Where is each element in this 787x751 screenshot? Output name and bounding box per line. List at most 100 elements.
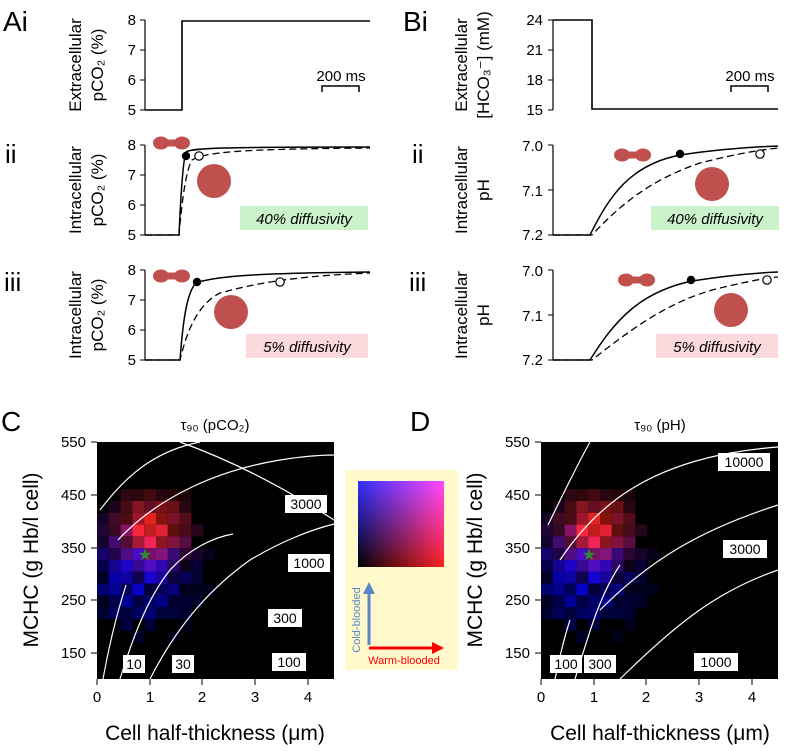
contour-label-c-1000-text: 1000: [293, 555, 324, 571]
trace-bii-dashed: [553, 147, 779, 236]
heatmap-cell: [108, 583, 121, 596]
heatmap-cell: [156, 548, 168, 560]
heatmap-cell: [552, 524, 565, 537]
heatmap-cell: [541, 548, 553, 560]
panel-bi: 24 21 18 15 Extracellular [HCO₃⁻] (mM) 2…: [452, 11, 778, 119]
ytick-ai-7: 7: [128, 42, 136, 59]
heatmap-cell: [576, 536, 589, 549]
tau90-marker-bii-dashed: [755, 149, 765, 159]
heatmap-cell: [156, 595, 168, 608]
heatmap-cell: [541, 607, 553, 619]
contour-label-d-10000: [718, 453, 770, 471]
ylabel-ai-line2: pCO₂ (%): [88, 29, 107, 102]
heatmap-cell: [623, 536, 636, 549]
spherical-cell-icon: [214, 295, 248, 329]
panel-label-ai: Ai: [3, 6, 28, 37]
panel-label-bi: Bi: [403, 6, 428, 37]
ytick-bi-21: 21: [526, 42, 543, 59]
heatmap-cell: [179, 560, 192, 572]
heatmap-cell: [144, 607, 156, 619]
heatmap-cell: [144, 583, 156, 596]
heatmap-cell: [179, 595, 192, 608]
badge-5-biii: [656, 334, 778, 358]
heatmap-cell: [564, 583, 577, 596]
xlabel-c: Cell half-thickness (μm): [105, 722, 325, 745]
heatmap-cell: [97, 607, 109, 619]
heatmap-cell: [167, 583, 180, 596]
heatmap-cell: [179, 536, 192, 549]
ytick-biii-7.0: 7.0: [522, 263, 543, 280]
heatmap-cell: [97, 583, 109, 596]
heatmap-cell: [167, 595, 180, 608]
badge-40-bii-text: 40% diffusivity: [667, 211, 764, 228]
badge-40-aii: [240, 206, 368, 230]
heatmap-cell: [588, 595, 600, 608]
contour-label-d-100: [550, 655, 582, 673]
panel-aiii: 8 7 6 5 Intracellular pCO₂ (%) 5% diffus…: [66, 262, 371, 369]
contour-label-c-10-text: 10: [126, 656, 142, 672]
heatmap-cell: [156, 560, 168, 572]
heatmap-cell: [120, 583, 133, 596]
panel-label-d: D: [410, 406, 430, 437]
heatmap-cell: [97, 560, 109, 572]
heatmap-cell: [167, 571, 180, 584]
heatmap-cell: [132, 548, 145, 560]
heatmap-c-axes: [91, 441, 309, 685]
biconcave-cell-icon: [153, 269, 190, 283]
heatmap-cell: [564, 536, 577, 549]
heatmap-cell: [144, 524, 156, 537]
contour-labels-c: 10 30 100 300 1000 3000: [123, 495, 330, 673]
contour-label-c-10: [123, 655, 145, 673]
heatmap-cell: [576, 630, 589, 643]
heatmap-cell: [623, 571, 636, 584]
heatmap-cell: [564, 619, 577, 631]
heatmap-cell: [611, 571, 624, 584]
heatmap-cell: [635, 548, 648, 560]
optimum-star-icon: ★: [582, 547, 596, 564]
scalebar-bi: [730, 85, 769, 92]
heatmap-cell: [132, 536, 145, 549]
biconcave-cell-icon: [153, 136, 190, 150]
panel-ai: 8 7 6 5 Extracellular pCO₂ (%) 200 ms: [66, 12, 370, 119]
contour-label-c-30-text: 30: [175, 656, 191, 672]
heatmap-cell: [120, 536, 133, 549]
heatmap-cell: [203, 548, 215, 560]
trace-bii-solid: [553, 145, 779, 236]
ytick-c-350: 350: [61, 540, 86, 557]
ytick-ai-6: 6: [128, 72, 136, 89]
heatmap-cell: [179, 607, 192, 619]
heatmap-cell: [203, 583, 215, 596]
ylabel-aii-line2: pCO₂ (%): [88, 154, 107, 227]
badge-40-aii-text: 40% diffusivity: [256, 211, 353, 228]
heatmap-cell: [588, 583, 600, 596]
heatmap-cell: [156, 489, 168, 501]
heatmap-cell: [120, 501, 133, 513]
heatmap-cell: [588, 524, 600, 537]
ytick-biii-7.2: 7.2: [522, 352, 543, 369]
biconcave-cell-icon: [618, 273, 655, 287]
heatmap-cell: [588, 571, 600, 584]
ytick-aii-6: 6: [128, 197, 136, 214]
trace-aiii-dashed: [145, 272, 371, 361]
heatmap-c-cells: [97, 489, 215, 643]
heatmap-cell: [144, 489, 156, 501]
heatmap-cell: [120, 607, 133, 619]
ytick-aiii-7: 7: [128, 292, 136, 309]
heatmap-cell: [132, 501, 145, 513]
color-legend: Cold-blooded Warm-blooded: [345, 470, 458, 670]
heatmap-cell: [191, 595, 204, 608]
heatmap-cell: [611, 607, 624, 619]
heatmap-cell: [623, 512, 636, 525]
ytick-aiii-8: 8: [128, 262, 136, 279]
heatmap-cell: [167, 524, 180, 537]
heatmap-cell: [552, 512, 565, 525]
heatmap-cell: [167, 501, 180, 513]
heatmap-cell: [611, 630, 624, 643]
spherical-cell-icon: [714, 293, 748, 327]
ytick-aiii-6: 6: [128, 322, 136, 339]
heatmap-cell: [144, 536, 156, 549]
heatmap-cell: [552, 560, 565, 572]
heatmap-cell: [144, 571, 156, 584]
heatmap-cell: [635, 524, 648, 537]
